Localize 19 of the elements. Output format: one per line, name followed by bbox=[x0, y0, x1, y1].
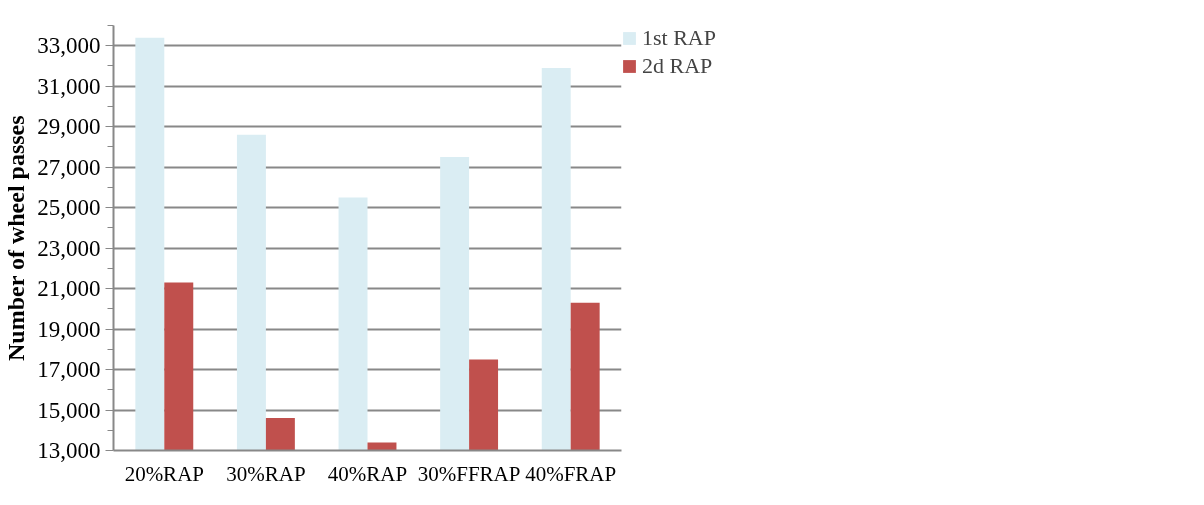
legend-label: 1st RAP bbox=[642, 25, 716, 51]
y-tick-label: 21,000 bbox=[37, 276, 101, 302]
y-tick-label: 15,000 bbox=[37, 397, 101, 423]
y-axis-title: Number of wheel passes bbox=[3, 115, 30, 361]
y-tick-label: 33,000 bbox=[37, 33, 101, 59]
y-tick-label: 19,000 bbox=[37, 316, 101, 342]
y-tick-label: 25,000 bbox=[37, 195, 101, 221]
y-tick-label: 29,000 bbox=[37, 114, 101, 140]
x-tick-label: 40%RAP bbox=[327, 461, 408, 486]
y-tick-label: 17,000 bbox=[37, 357, 101, 383]
y-tick-label: 13,000 bbox=[37, 438, 101, 463]
y-tick-label: 27,000 bbox=[37, 154, 101, 180]
y-tick-label: 23,000 bbox=[37, 235, 101, 261]
x-tick-label: 30%RAP bbox=[226, 461, 306, 486]
x-tick-label: 20%RAP bbox=[124, 461, 204, 486]
y-tick-label: 31,000 bbox=[37, 73, 101, 99]
legend-label: 2d RAP bbox=[642, 53, 713, 79]
x-tick-label: 40%FRAP bbox=[525, 461, 617, 486]
x-tick-label: 30%FFRAP bbox=[417, 461, 521, 486]
